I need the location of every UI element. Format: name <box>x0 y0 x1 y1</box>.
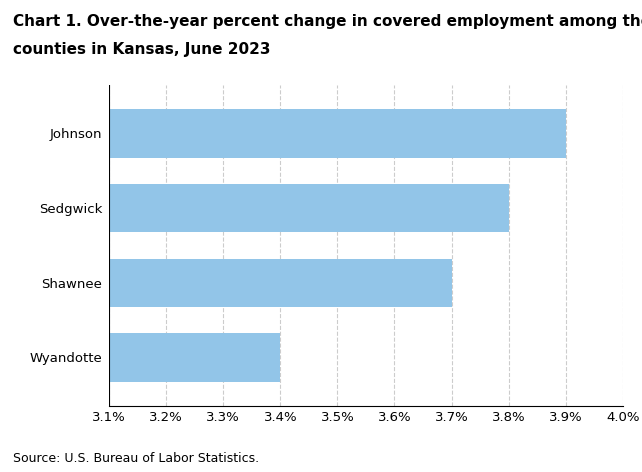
Bar <box>109 333 281 382</box>
Bar <box>109 109 566 158</box>
Text: Source: U.S. Bureau of Labor Statistics.: Source: U.S. Bureau of Labor Statistics. <box>13 452 259 465</box>
Text: Chart 1. Over-the-year percent change in covered employment among the largest: Chart 1. Over-the-year percent change in… <box>13 14 642 29</box>
Bar <box>109 259 451 307</box>
Bar <box>109 184 508 232</box>
Text: counties in Kansas, June 2023: counties in Kansas, June 2023 <box>13 42 270 58</box>
